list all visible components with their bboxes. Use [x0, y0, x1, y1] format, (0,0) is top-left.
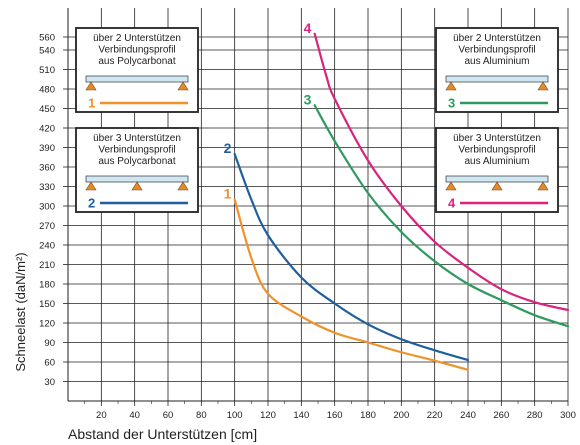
legend-support-icon — [537, 81, 549, 91]
legend-support-icon — [85, 81, 97, 91]
legend-box-1: über 2 UnterstützenVerbindungsprofilaus … — [75, 27, 199, 113]
legend-layer: über 2 UnterstützenVerbindungsprofilaus … — [75, 27, 559, 213]
y-tick-label: 300 — [39, 202, 55, 213]
legend-number: 2 — [88, 196, 95, 211]
legend-number: 4 — [448, 196, 456, 211]
legend-text: über 2 Unterstützen — [453, 33, 541, 44]
y-axis-title: Schneelast (daN/m²) — [13, 252, 28, 371]
legend-text: Verbindungsprofil — [458, 45, 535, 56]
x-tick-label: 120 — [260, 410, 276, 421]
x-tick-label: 180 — [360, 410, 376, 421]
legend-support-icon — [445, 81, 457, 91]
series-label-4: 4 — [304, 20, 312, 36]
legend-text: aus Aluminium — [464, 56, 529, 67]
legend-text: Verbindungsprofil — [98, 45, 175, 56]
legend-frame — [435, 127, 559, 213]
legend-beam — [85, 75, 189, 83]
legend-support-icon — [131, 181, 143, 191]
x-tick-label: 160 — [327, 410, 343, 421]
series-line-1 — [233, 198, 470, 371]
y-tick-label: 560 — [39, 33, 55, 44]
series-line-4 — [313, 32, 570, 312]
legend-beam — [445, 75, 549, 83]
legend-box-2: über 3 UnterstützenVerbindungsprofilaus … — [75, 127, 199, 213]
x-tick-label: 260 — [493, 410, 509, 421]
y-tick-label: 150 — [39, 299, 55, 310]
legend-text: aus Aluminium — [464, 156, 529, 167]
y-tick-label: 180 — [39, 280, 55, 291]
y-tick-label: 510 — [39, 65, 55, 76]
x-tick-label: 140 — [293, 410, 309, 421]
legend-text: aus Polycarbonat — [98, 56, 175, 67]
x-axis-title: Abstand der Unterstützen [cm] — [68, 426, 257, 442]
x-tick-label: 80 — [196, 410, 207, 421]
legend-number: 1 — [88, 96, 95, 111]
y-tick-label: 90 — [44, 338, 55, 349]
x-tick-label: 200 — [393, 410, 409, 421]
legend-box-4: über 3 UnterstützenVerbindungsprofilaus … — [435, 127, 559, 213]
y-tick-label: 390 — [39, 143, 55, 154]
x-tick-label: 220 — [427, 410, 443, 421]
axes: 20 40 60 80 100 120 140 160 180 200 220 240 260 280 30… — [39, 8, 576, 421]
x-tick-label: 60 — [163, 410, 174, 421]
y-tick-label: 480 — [39, 85, 55, 96]
legend-support-icon — [445, 181, 457, 191]
x-tick-label: 100 — [227, 410, 243, 421]
legend-support-icon — [177, 81, 189, 91]
x-tick-label: 240 — [460, 410, 476, 421]
legend-support-icon — [177, 181, 189, 191]
y-tick-label: 120 — [39, 319, 55, 330]
y-tick-label: 240 — [39, 241, 55, 252]
series-layer: 1 2 3 4 — [224, 20, 570, 371]
y-tick-label: 360 — [39, 163, 55, 174]
legend-number: 3 — [448, 96, 455, 111]
legend-frame — [435, 27, 559, 113]
legend-support-icon — [85, 181, 97, 191]
y-tick-label: 270 — [39, 221, 55, 232]
legend-text: über 3 Unterstützen — [93, 133, 181, 144]
x-tick-label: 40 — [129, 410, 140, 421]
y-tick-label: 210 — [39, 260, 55, 271]
legend-frame — [75, 127, 199, 213]
series-line-2 — [233, 152, 470, 362]
y-tick-label: 330 — [39, 182, 55, 193]
y-tick-label: 420 — [39, 124, 55, 135]
legend-beam — [85, 175, 189, 183]
legend-text: über 2 Unterstützen — [93, 33, 181, 44]
legend-beam — [445, 175, 549, 183]
legend-text: aus Polycarbonat — [98, 156, 175, 167]
y-tick-label: 450 — [39, 104, 55, 115]
legend-frame — [75, 27, 199, 113]
series-label-2: 2 — [224, 140, 232, 156]
x-tick-label: 280 — [527, 410, 543, 421]
legend-support-icon — [537, 181, 549, 191]
y-tick-label: 30 — [44, 377, 55, 388]
legend-text: Verbindungsprofil — [98, 145, 175, 156]
series-label-3: 3 — [304, 91, 312, 107]
legend-text: Verbindungsprofil — [458, 145, 535, 156]
x-tick-label: 300 — [560, 410, 576, 421]
x-tick-label: 20 — [96, 410, 107, 421]
y-tick-label: 60 — [44, 358, 55, 369]
series-label-1: 1 — [224, 186, 232, 202]
y-tick-label: 540 — [39, 46, 55, 57]
legend-support-icon — [491, 181, 503, 191]
legend-text: über 3 Unterstützen — [453, 133, 541, 144]
series-line-3 — [313, 104, 570, 328]
legend-box-3: über 2 UnterstützenVerbindungsprofilaus … — [435, 27, 559, 113]
